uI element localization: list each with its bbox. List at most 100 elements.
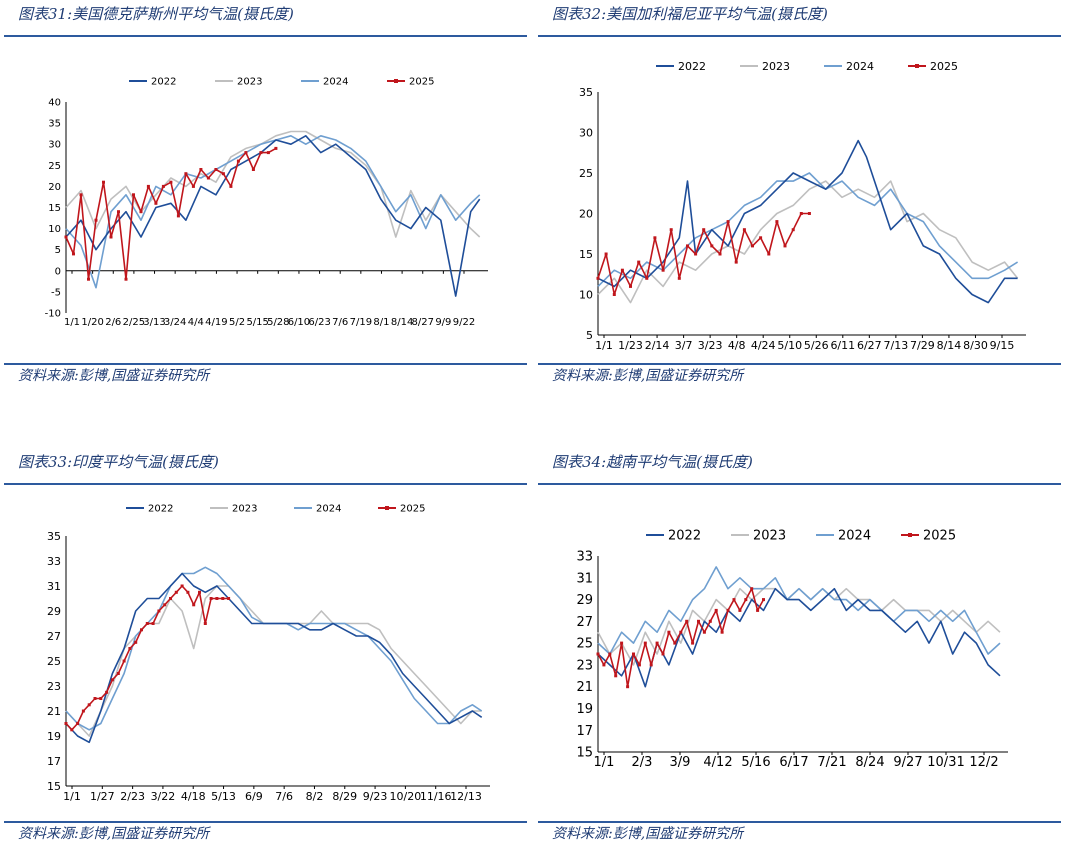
point-2025 [93, 697, 97, 700]
legend-label-2025: 2025 [409, 77, 434, 88]
y-tick-label: 33 [47, 555, 61, 568]
point-2025 [174, 590, 178, 594]
point-2025 [667, 630, 671, 634]
point-2025 [708, 619, 712, 623]
point-2025 [614, 674, 618, 678]
point-2025 [602, 663, 606, 667]
legend-label-2025: 2025 [930, 60, 958, 73]
point-2025 [64, 235, 68, 239]
y-tick-label: 21 [47, 705, 61, 718]
x-tick-label: 7/19 [350, 317, 372, 328]
y-tick-label: 15 [48, 203, 61, 214]
point-2025 [87, 277, 90, 281]
x-tick-label: 3/23 [698, 339, 723, 352]
point-2025 [79, 193, 83, 197]
y-tick-label: 35 [48, 119, 61, 130]
point-2025 [146, 184, 150, 188]
point-2025 [783, 244, 787, 248]
source-note: 资料来源:彭博,国盛证券研究所 [552, 368, 744, 384]
legend-label-2024: 2024 [316, 504, 341, 515]
point-2025 [134, 640, 138, 644]
point-2025 [184, 172, 188, 176]
point-2025 [151, 622, 155, 625]
point-2025 [105, 690, 109, 694]
y-tick-label: 29 [47, 605, 61, 618]
point-2025 [215, 597, 219, 600]
series-line-2025 [65, 147, 277, 280]
x-tick-label: 8/30 [963, 339, 988, 352]
x-tick-label: 1/1 [595, 339, 613, 352]
x-tick-label: 1/1 [63, 790, 81, 803]
header-rule [538, 483, 1061, 485]
point-2025 [116, 672, 120, 675]
legend-label-2023: 2023 [232, 504, 257, 515]
point-2025 [720, 630, 724, 634]
point-2025 [132, 193, 135, 197]
x-tick-label: 8/1 [373, 317, 389, 328]
point-2025 [718, 252, 722, 256]
point-2025 [99, 697, 103, 700]
header-rule [4, 35, 527, 37]
point-2025 [244, 151, 248, 155]
point-2025 [199, 168, 203, 171]
x-tick-label: 11/16 [420, 790, 452, 803]
point-2025 [694, 252, 698, 256]
point-2025 [637, 663, 641, 667]
x-tick-label: 1/1 [64, 317, 80, 328]
x-tick-label: 5/2 [229, 317, 245, 328]
point-2025 [145, 622, 149, 625]
x-tick-label: 5/15 [246, 317, 268, 328]
x-tick-label: 1/27 [90, 790, 115, 803]
point-2025 [206, 176, 210, 180]
point-2025 [157, 609, 161, 613]
legend-label-2025: 2025 [400, 504, 425, 515]
point-2025 [163, 603, 167, 607]
point-2025 [64, 722, 68, 725]
point-2025 [139, 210, 143, 214]
y-tick-label: 40 [48, 98, 61, 109]
panel-india: 图表33:印度平均气温(摄氏度) 35 33 31 29 27 25 23 21 19 17 15 1… [4, 448, 527, 848]
point-2025 [102, 180, 105, 184]
point-2025 [124, 277, 128, 281]
chart-texas: 40 35 30 25 20 15 10 5 0 -5 -101/1 1/20 2/6 2/253/133… [45, 77, 488, 328]
point-2025 [645, 276, 649, 280]
point-2025 [726, 220, 730, 224]
point-2025 [128, 647, 132, 650]
point-2025 [732, 598, 736, 602]
series-line-2022 [65, 135, 481, 297]
y-tick-label: -5 [51, 287, 61, 298]
point-2025 [750, 587, 754, 591]
legend-label-2022: 2022 [151, 77, 176, 88]
point-2025 [742, 228, 746, 232]
x-tick-label: 8/14 [937, 339, 962, 352]
point-2025 [714, 608, 718, 612]
point-2025 [612, 293, 616, 296]
point-2025 [632, 652, 635, 656]
point-2025 [673, 641, 677, 645]
series-line-2025 [65, 585, 229, 731]
x-tick-label: 7/21 [817, 755, 846, 770]
series-line-2024 [65, 566, 483, 731]
y-tick-label: 19 [576, 702, 593, 717]
point-2025 [186, 590, 190, 594]
x-tick-label: 9/22 [453, 317, 475, 328]
legend-label-2024: 2024 [846, 60, 874, 73]
point-2025 [229, 184, 233, 188]
series-line-2023 [65, 130, 481, 238]
legend-marker-2025 [394, 79, 398, 83]
x-tick-label: 4/8 [728, 339, 746, 352]
legend-marker-2025 [908, 533, 912, 537]
x-tick-label: 8/27 [412, 317, 434, 328]
point-2025 [214, 168, 218, 171]
point-2025 [686, 244, 689, 248]
point-2025 [259, 151, 263, 155]
point-2025 [620, 641, 624, 645]
chart-title: 图表33:印度平均气温(摄氏度) [18, 453, 219, 471]
point-2025 [122, 659, 126, 663]
header-rule [538, 35, 1061, 37]
point-2025 [266, 151, 270, 155]
legend-marker-2025 [385, 506, 389, 510]
point-2025 [191, 184, 195, 188]
series-line-2022 [597, 587, 1001, 688]
